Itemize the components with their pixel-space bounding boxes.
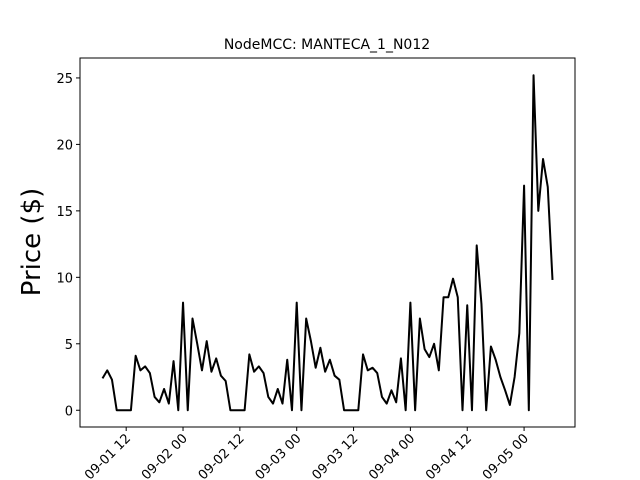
y-tick-label: 5 <box>65 338 73 353</box>
chart-title: NodeMCC: MANTECA_1_N012 <box>224 37 430 53</box>
plot-frame <box>79 57 576 428</box>
y-tick-label: 10 <box>56 271 73 286</box>
y-tick-label: 25 <box>56 72 73 87</box>
y-tick-label: 0 <box>65 404 73 419</box>
y-tick-label: 15 <box>56 205 73 220</box>
price-line <box>101 74 554 412</box>
y-axis-label: Price ($) <box>17 188 47 297</box>
y-tick-label: 20 <box>56 138 73 153</box>
